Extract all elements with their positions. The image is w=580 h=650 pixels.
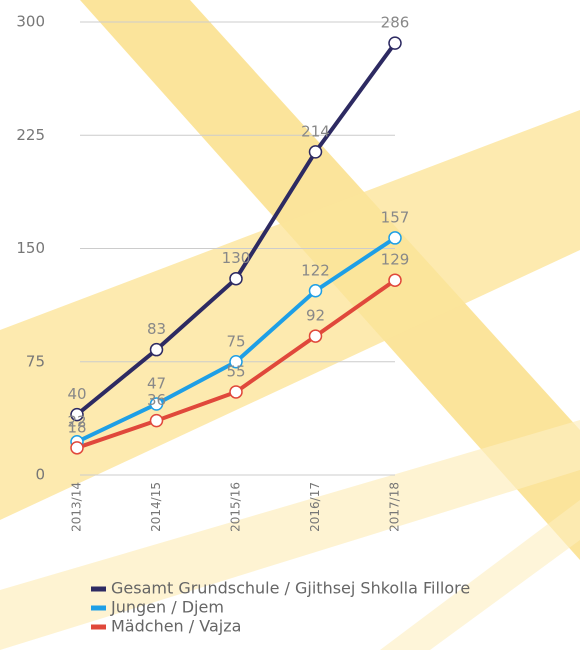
data-point xyxy=(310,330,322,342)
x-tick-label: 2016/17 xyxy=(308,482,322,532)
background-stripes xyxy=(0,0,580,650)
data-point xyxy=(71,442,83,454)
y-tick-label: 300 xyxy=(16,13,45,31)
data-label: 75 xyxy=(226,332,245,350)
x-tick-label: 2017/18 xyxy=(388,482,402,532)
data-point xyxy=(230,386,242,398)
y-tick-label: 75 xyxy=(26,352,45,370)
data-label: 286 xyxy=(381,14,410,32)
x-tick-label: 2013/14 xyxy=(70,482,84,532)
data-point xyxy=(151,415,163,427)
data-point xyxy=(389,37,401,49)
x-tick-label: 2014/15 xyxy=(149,482,163,532)
data-label: 214 xyxy=(301,122,330,140)
legend-label: Gesamt Grundschule / Gjithsej Shkolla Fi… xyxy=(111,579,470,598)
data-label: 157 xyxy=(381,208,410,226)
y-tick-label: 225 xyxy=(16,126,45,144)
legend-swatch xyxy=(91,625,106,630)
data-label: 92 xyxy=(306,307,325,325)
legend-label: Mädchen / Vajza xyxy=(111,617,241,636)
y-tick-label: 150 xyxy=(16,239,45,257)
data-label: 130 xyxy=(222,249,251,267)
legend-swatch xyxy=(91,587,106,592)
data-point xyxy=(310,285,322,297)
data-label: 36 xyxy=(147,391,166,409)
y-tick-label: 0 xyxy=(35,466,45,484)
data-label: 55 xyxy=(226,362,245,380)
data-point xyxy=(389,274,401,286)
chart: 0 75 150 225 300 2013/14 2014/15 2015/16 2016/17… xyxy=(0,0,580,650)
data-point xyxy=(151,344,163,356)
legend-label: Jungen / Djem xyxy=(110,598,224,617)
data-point xyxy=(389,232,401,244)
data-label: 40 xyxy=(67,385,86,403)
data-label: 18 xyxy=(67,418,86,436)
data-label: 47 xyxy=(147,375,166,393)
data-point xyxy=(310,146,322,158)
data-label: 122 xyxy=(301,261,330,279)
x-tick-label: 2015/16 xyxy=(229,482,243,532)
data-label: 129 xyxy=(381,251,410,269)
data-label: 83 xyxy=(147,320,166,338)
data-point xyxy=(230,273,242,285)
legend-swatch xyxy=(91,606,106,611)
